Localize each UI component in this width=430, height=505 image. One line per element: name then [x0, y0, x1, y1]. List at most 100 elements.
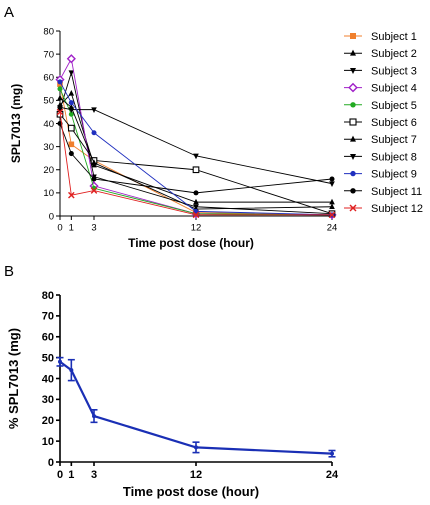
legend-item: Subject 2	[344, 48, 417, 60]
y-tick-label: 70	[42, 311, 54, 323]
legend-label: Subject 2	[371, 48, 417, 60]
data-point	[57, 94, 63, 101]
panel-b-x-axis-label: Time post dose (hour)	[123, 484, 259, 499]
legend-item: Subject 8	[344, 151, 417, 163]
legend-item: Subject 9	[344, 169, 417, 181]
data-point	[329, 181, 335, 188]
legend-item: Subject 11	[344, 186, 422, 198]
legend-label: Subject 12	[371, 203, 423, 215]
data-point	[57, 105, 63, 111]
y-tick-label: 60	[43, 73, 54, 84]
y-tick-label: 10	[43, 188, 54, 199]
data-point	[66, 54, 76, 64]
x-tick-label: 3	[91, 223, 96, 234]
data-point	[68, 151, 74, 157]
data-point	[58, 359, 62, 364]
y-tick-label: 0	[49, 211, 54, 222]
data-point	[92, 414, 96, 419]
y-tick-label: 80	[42, 290, 54, 302]
data-point	[68, 191, 75, 199]
legend-label: Subject 6	[371, 117, 417, 129]
y-tick-label: 30	[43, 142, 54, 153]
legend-marker	[350, 33, 356, 39]
data-point	[192, 166, 200, 174]
data-point	[192, 211, 200, 219]
legend-marker	[350, 188, 356, 194]
data-point	[329, 176, 335, 182]
data-point	[330, 451, 334, 456]
data-point	[329, 203, 335, 209]
data-point	[194, 445, 198, 450]
data-point	[329, 198, 335, 205]
legend-label: Subject 11	[371, 186, 422, 198]
data-point	[91, 130, 97, 136]
legend-item: Subject 6	[344, 117, 417, 129]
series-9	[57, 79, 335, 218]
y-tick-label: 10	[42, 436, 54, 448]
data-point	[328, 211, 336, 219]
data-point	[57, 79, 63, 85]
legend-label: Subject 9	[371, 169, 417, 181]
legend-label: Subject 3	[371, 65, 417, 77]
x-tick-label: 24	[327, 223, 338, 234]
y-tick-label: 40	[43, 119, 54, 130]
legend-label: Subject 8	[371, 151, 417, 163]
legend-item: Subject 1	[344, 31, 417, 43]
series-line	[59, 92, 332, 203]
legend-label: Subject 1	[371, 31, 417, 43]
legend-marker	[348, 82, 358, 93]
y-tick-label: 40	[42, 373, 54, 385]
y-tick-label: 20	[42, 415, 54, 427]
x-tick-label: 24	[326, 469, 339, 481]
y-tick-label: 0	[48, 457, 54, 469]
panel-a-series	[55, 54, 337, 220]
legend-item: Subject 3	[344, 65, 417, 77]
series-5	[57, 86, 335, 218]
panel-b-label: B	[4, 263, 14, 280]
data-point	[68, 141, 75, 148]
legend-marker	[350, 68, 356, 74]
legend-marker	[350, 49, 356, 56]
legend-marker	[350, 170, 356, 177]
data-point	[68, 111, 74, 117]
series-10	[57, 120, 335, 196]
y-tick-label: 50	[43, 96, 54, 107]
data-point	[68, 107, 75, 114]
panel-a-y-axis-label: SPL7013 (mg)	[9, 84, 23, 163]
y-tick-label: 80	[43, 26, 54, 37]
data-point	[90, 187, 98, 194]
data-point	[57, 86, 63, 92]
legend-label: Subject 4	[371, 83, 417, 95]
data-point	[193, 153, 199, 160]
legend-marker	[350, 135, 356, 142]
series-line	[59, 88, 333, 216]
data-point	[91, 107, 97, 114]
x-tick-label: 3	[91, 469, 97, 481]
panel-b-y-axis-label: % SPL7013 (mg)	[6, 328, 21, 429]
legend-label: Subject 7	[371, 134, 417, 146]
legend-item: Subject 12	[344, 203, 423, 215]
y-tick-label: 70	[43, 49, 54, 60]
data-point	[67, 124, 75, 132]
data-point	[69, 368, 74, 373]
legend-item: Subject 4	[344, 83, 417, 95]
y-tick-label: 20	[43, 165, 54, 176]
y-tick-label: 30	[42, 394, 54, 406]
panel-b-series	[56, 356, 336, 458]
data-point	[91, 159, 97, 166]
series-11	[56, 108, 336, 219]
panel-a-label: A	[4, 4, 14, 21]
data-point	[68, 100, 74, 106]
legend-marker	[349, 204, 357, 212]
data-point	[193, 198, 199, 205]
series-1	[57, 81, 335, 218]
legend-label: Subject 5	[371, 100, 417, 112]
x-tick-label: 0	[57, 223, 62, 234]
legend-marker	[350, 154, 356, 160]
series-8	[57, 105, 335, 188]
legend-item: Subject 5	[344, 100, 417, 112]
data-point	[193, 190, 199, 196]
